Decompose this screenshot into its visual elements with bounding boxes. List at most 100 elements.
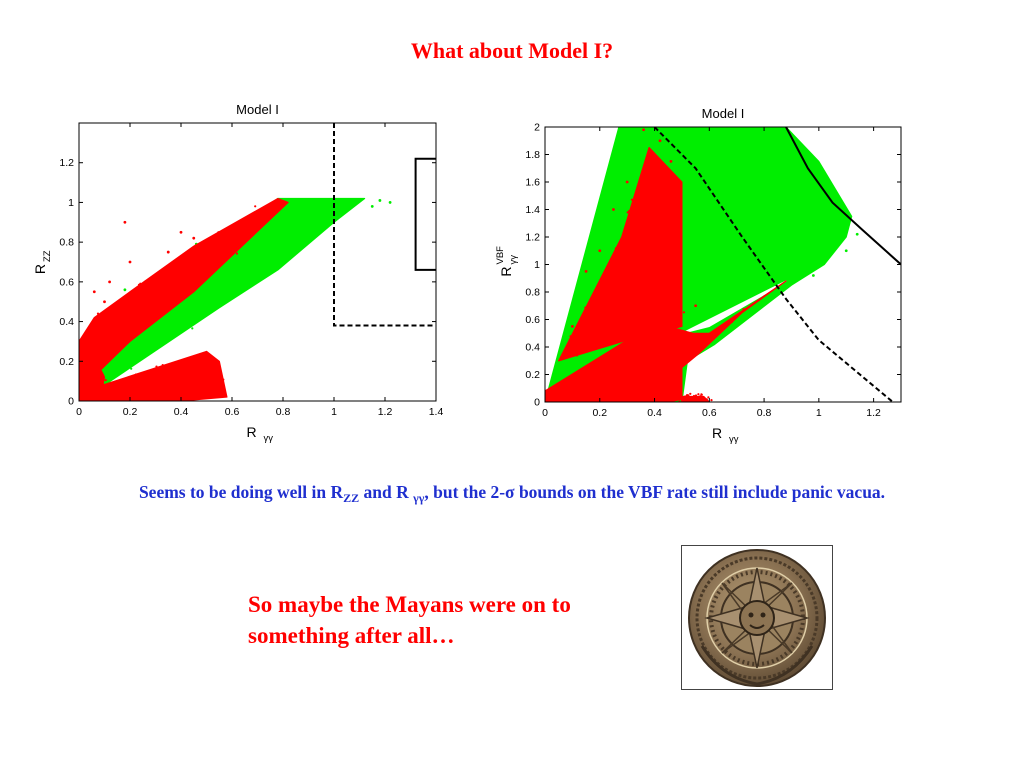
series-0-point: [278, 219, 281, 222]
series-1-point: [98, 313, 101, 317]
series-2-point: [659, 382, 662, 385]
series-1-point: [136, 294, 139, 297]
series-2-point: [675, 251, 678, 254]
series-1-point: [178, 270, 181, 273]
series-1-point: [119, 396, 122, 399]
series-1-point: [89, 384, 92, 387]
series-2-point: [668, 249, 671, 252]
series-0-point: [742, 157, 745, 161]
series-2-point: [649, 389, 652, 392]
series-2-point: [659, 307, 662, 310]
series-1-point: [211, 362, 214, 365]
series-2-point: [619, 395, 622, 398]
series-1-point: [163, 268, 167, 271]
series-1-point: [99, 379, 102, 383]
series-2-point-3: [598, 249, 602, 253]
series-1-point: [84, 370, 87, 374]
series-0-point: [189, 317, 192, 320]
series-2-point: [614, 334, 617, 337]
series-1-point: [92, 389, 95, 392]
series-1-point: [74, 345, 76, 347]
series-2-point: [678, 397, 681, 400]
series-1-point: [93, 373, 96, 376]
series-1-point: [186, 375, 189, 378]
series-2-point: [688, 399, 692, 402]
series-0-point-0: [855, 232, 859, 236]
series-1-point: [237, 223, 240, 226]
series-0-point: [324, 209, 327, 212]
series-2-point: [660, 317, 663, 320]
series-2-point: [689, 392, 692, 395]
series-1-point: [125, 311, 128, 314]
series-1-point: [149, 386, 152, 389]
series-1-point: [216, 389, 219, 392]
series-2-point: [644, 320, 647, 324]
series-2-point: [612, 305, 615, 308]
series-2-point: [664, 312, 667, 315]
series-1-point: [106, 392, 109, 395]
series-1-region-0: [79, 197, 289, 392]
series-2-point: [612, 299, 615, 302]
x-tick-label: 1.2: [866, 407, 881, 419]
series-0-point-0: [388, 201, 392, 204]
series-0-point: [786, 265, 790, 268]
series-2-point: [671, 190, 674, 193]
series-2-point: [705, 398, 708, 401]
series-2-point: [545, 391, 548, 395]
x-axis-label: R: [246, 424, 256, 440]
series-1-point: [162, 299, 165, 302]
aztec-calendar-image: [681, 545, 833, 690]
series-2-point: [635, 386, 638, 389]
series-1-point: [89, 371, 92, 374]
series-1-point: [97, 372, 100, 375]
series-0-point: [345, 201, 348, 204]
x-tick-label: 0.4: [647, 407, 662, 419]
series-2-point: [675, 359, 678, 362]
series-1-point: [88, 358, 91, 361]
series-1-point: [191, 383, 194, 386]
series-2-point: [707, 396, 710, 399]
series-2-point: [632, 299, 635, 303]
series-0-point: [159, 334, 162, 337]
series-2-point: [672, 278, 675, 281]
series-1-point: [238, 243, 241, 246]
series-1-point: [82, 350, 85, 353]
series-1-point: [207, 244, 210, 247]
series-2-point: [606, 376, 609, 379]
series-1-point: [109, 327, 112, 330]
series-1-point: [86, 383, 89, 386]
series-1-point: [218, 262, 221, 265]
series-0-point: [350, 202, 353, 205]
series-0-point: [166, 319, 169, 322]
series-1-point-6: [166, 250, 170, 254]
series-0-point: [225, 285, 228, 288]
axes-frame: [78, 122, 437, 402]
series-2-point: [691, 404, 693, 406]
series-2-point: [639, 259, 642, 262]
series-2-point: [654, 259, 657, 262]
series-1-point: [204, 354, 207, 357]
caption-sub-zz: ZZ: [343, 491, 360, 505]
bound-line-solid-1: [785, 127, 901, 266]
series-2-point: [672, 208, 675, 211]
series-1-point: [126, 338, 129, 341]
series-1-point: [93, 366, 96, 370]
series-0-point: [322, 213, 325, 216]
series-0-point: [838, 239, 841, 242]
series-1-point: [96, 312, 100, 315]
series-1-point: [169, 271, 173, 274]
series-2-point: [615, 346, 618, 349]
series-1-point: [148, 398, 151, 401]
x-tick-label: 1.4: [429, 406, 444, 418]
series-2-point: [617, 374, 620, 377]
series-2-point: [664, 222, 667, 225]
series-2-point: [685, 396, 688, 399]
series-2-point: [691, 403, 693, 405]
series-2-point: [561, 384, 564, 387]
series-2-point: [625, 339, 628, 342]
series-1-point: [97, 376, 100, 379]
series-0-point: [338, 205, 341, 208]
series-2-point: [688, 396, 691, 399]
series-1-point: [83, 355, 86, 358]
